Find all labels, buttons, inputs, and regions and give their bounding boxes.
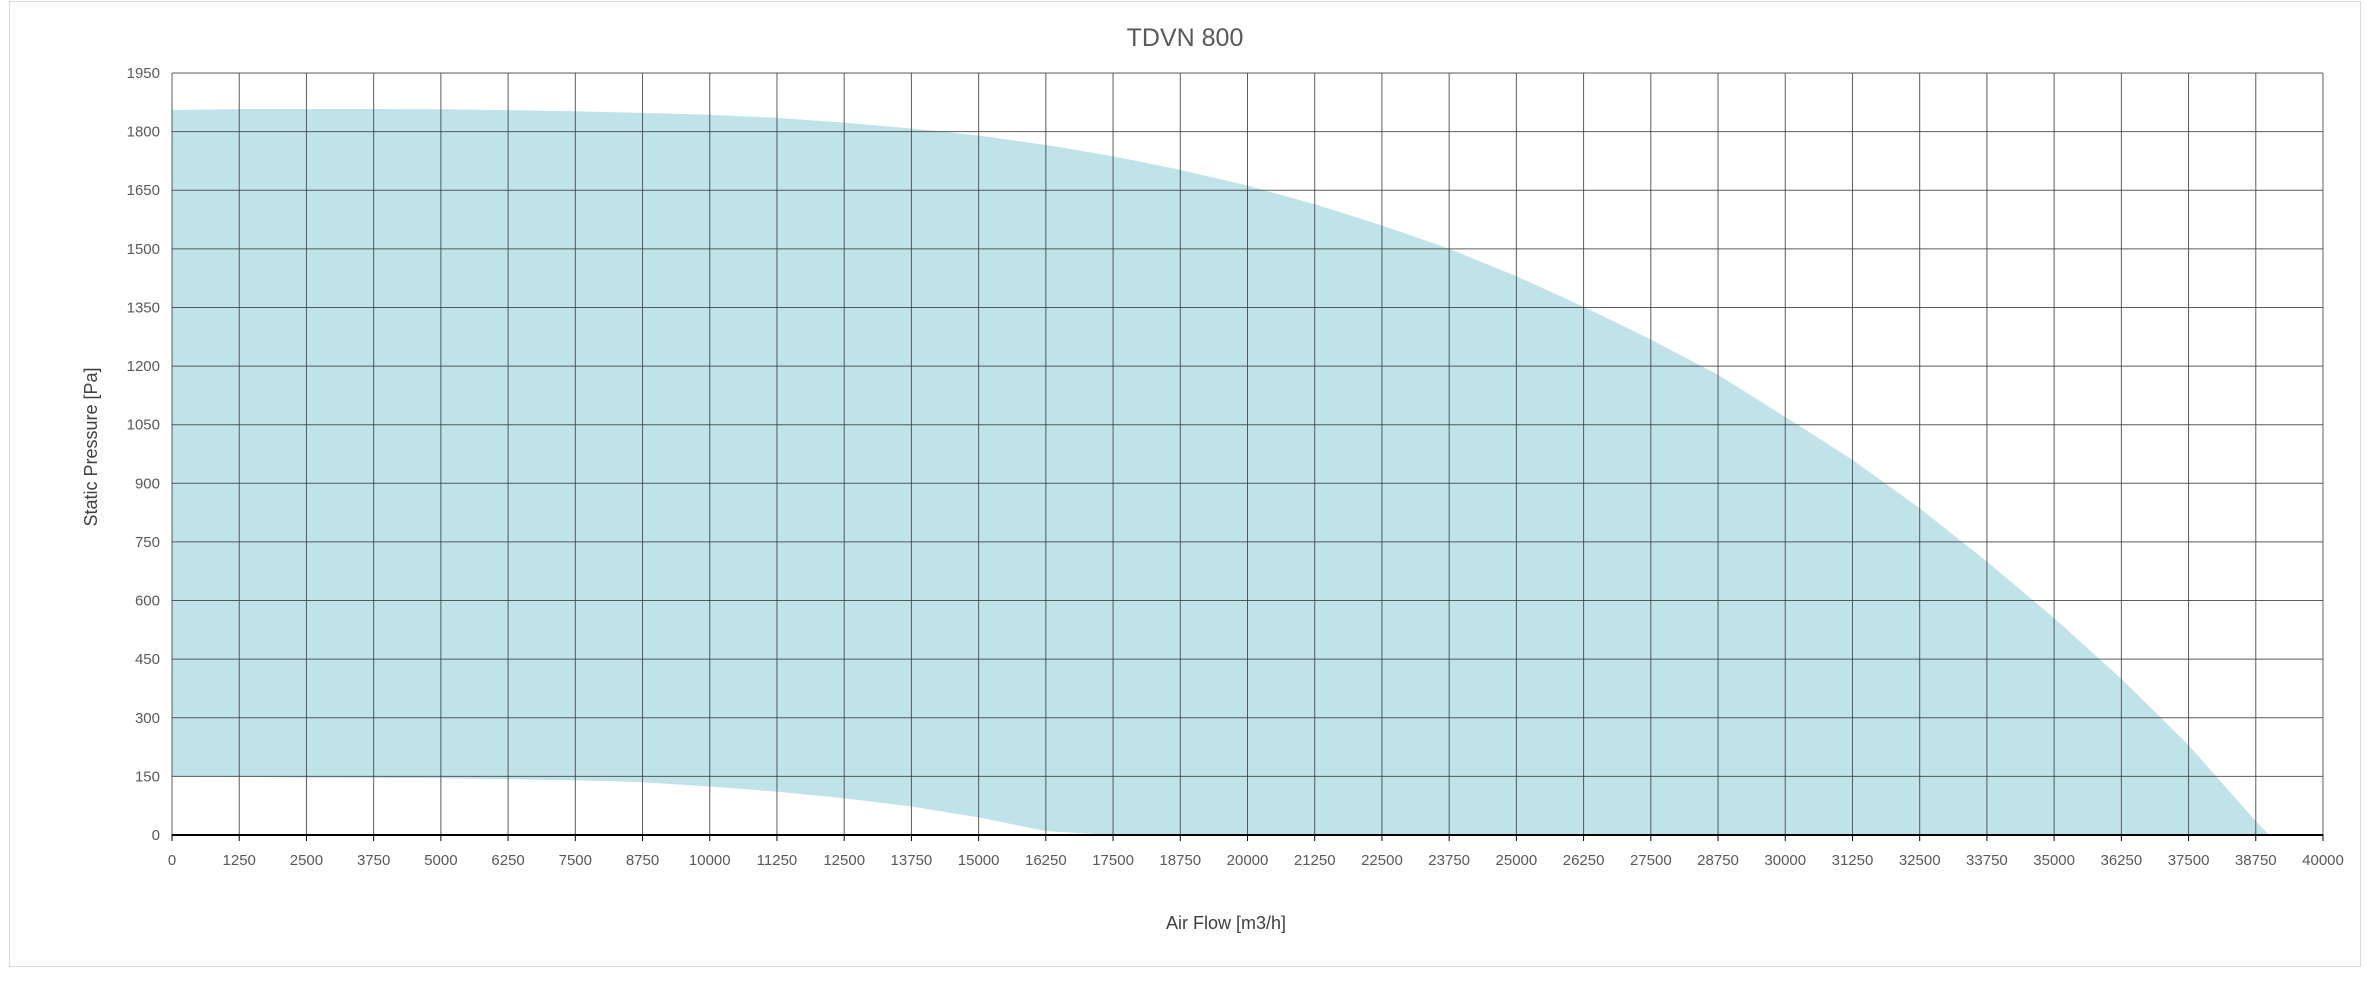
x-tick-label: 5000 [424,852,457,869]
x-tick-label: 33750 [1966,852,2008,869]
x-tick-label: 11250 [757,852,798,869]
x-axis-tick-labels: 0 1250 2500 3750 5000 6250 7500 8750 10000 11250 1… [168,835,2344,869]
x-tick-label: 15000 [958,852,1000,869]
x-tick-label: 22500 [1361,852,1403,869]
y-tick-label: 1200 [127,358,160,375]
x-axis-title: Air Flow [m3/h] [1166,913,1286,933]
chart-title: TDVN 800 [1127,24,1244,52]
y-tick-label: 0 [152,827,160,844]
operating-area-fill [172,109,2270,835]
y-tick-label: 300 [135,710,160,727]
y-tick-label: 1500 [127,241,160,258]
x-tick-label: 31250 [1832,852,1874,869]
y-tick-label: 1350 [127,299,160,316]
x-tick-label: 35000 [2033,852,2075,869]
x-tick-label: 1250 [223,852,256,869]
y-tick-label: 450 [135,651,160,668]
x-tick-label: 21250 [1294,852,1336,869]
x-tick-label: 28750 [1697,852,1739,869]
x-tick-label: 18750 [1159,852,1201,869]
y-tick-label: 600 [135,593,160,610]
x-tick-label: 13750 [891,852,933,869]
y-axis-tick-labels: 0 150 300 450 600 750 900 1050 1200 1350 1500 1650 1… [127,65,160,844]
x-tick-label: 12500 [823,852,865,869]
y-tick-label: 1800 [127,124,160,141]
x-tick-label: 27500 [1630,852,1672,869]
y-tick-label: 150 [135,768,160,785]
x-tick-label: 26250 [1563,852,1605,869]
y-tick-label: 1650 [127,182,160,199]
y-tick-label: 750 [135,534,160,551]
x-tick-label: 7500 [559,852,592,869]
y-tick-label: 900 [135,475,160,492]
x-tick-label: 25000 [1496,852,1538,869]
x-tick-label: 8750 [626,852,659,869]
x-tick-label: 37500 [2168,852,2210,869]
x-tick-label: 16250 [1025,852,1067,869]
x-tick-label: 40000 [2302,852,2344,869]
x-tick-label: 32500 [1899,852,1941,869]
y-tick-label: 1050 [127,417,160,434]
gridlines-layer [171,72,2324,836]
x-tick-label: 20000 [1227,852,1269,869]
x-tick-label: 2500 [290,852,323,869]
x-tick-label: 3750 [357,852,390,869]
x-tick-label: 0 [168,852,176,869]
x-tick-label: 30000 [1764,852,1806,869]
chart-frame: TDVN 800 0 1250 2500 3750 5000 6250 7500 8750 10… [9,1,2361,967]
y-axis-title: Static Pressure [Pa] [81,367,101,526]
x-tick-label: 23750 [1428,852,1470,869]
chart-svg: TDVN 800 0 1250 2500 3750 5000 6250 7500 8750 10… [81,24,2344,933]
x-tick-label: 10000 [689,852,731,869]
x-tick-label: 38750 [2235,852,2277,869]
x-tick-label: 6250 [491,852,524,869]
x-tick-label: 36250 [2100,852,2142,869]
x-tick-label: 17500 [1092,852,1134,869]
y-tick-label: 1950 [127,65,160,82]
